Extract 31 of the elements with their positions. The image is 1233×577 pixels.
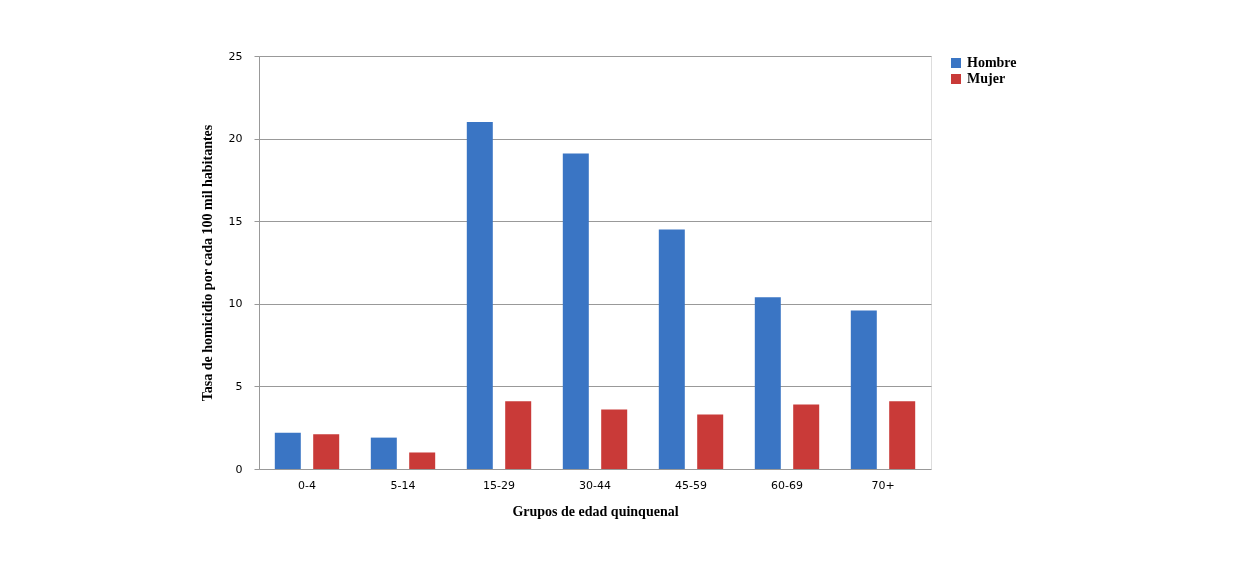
x-tick-label: 5-14 bbox=[390, 478, 416, 492]
legend-label: Hombre bbox=[967, 55, 1017, 70]
y-tick-label: 10 bbox=[228, 297, 243, 311]
bar bbox=[466, 122, 493, 469]
bar bbox=[370, 437, 397, 469]
x-tick-label: 30-44 bbox=[579, 478, 611, 492]
x-tick-label: 45-59 bbox=[675, 478, 707, 492]
x-tick-label: 70+ bbox=[871, 478, 895, 492]
bar bbox=[562, 153, 589, 469]
bar bbox=[850, 310, 877, 469]
bar bbox=[697, 414, 724, 469]
bar bbox=[793, 404, 820, 469]
x-tick-label: 0-4 bbox=[298, 478, 316, 492]
bar bbox=[409, 452, 436, 469]
y-tick-label: 25 bbox=[228, 49, 243, 63]
x-tick-label: 60-69 bbox=[771, 478, 803, 492]
legend-label: Mujer bbox=[967, 71, 1006, 86]
bar bbox=[658, 229, 685, 469]
y-tick-label: 0 bbox=[235, 462, 243, 476]
y-tick-label: 15 bbox=[228, 214, 243, 228]
y-axis-title: Tasa de homicidio por cada 100 mil habitantes bbox=[199, 124, 215, 402]
bar bbox=[601, 409, 628, 469]
bar bbox=[274, 432, 301, 469]
x-tick-label: 15-29 bbox=[483, 478, 515, 492]
bar bbox=[505, 401, 532, 469]
y-tick-label: 5 bbox=[235, 379, 243, 393]
bar bbox=[313, 434, 340, 469]
y-tick-label: 20 bbox=[228, 132, 243, 146]
x-axis-title: Grupos de edad quinquenal bbox=[512, 503, 679, 519]
bar bbox=[889, 401, 916, 469]
bar bbox=[754, 297, 781, 469]
